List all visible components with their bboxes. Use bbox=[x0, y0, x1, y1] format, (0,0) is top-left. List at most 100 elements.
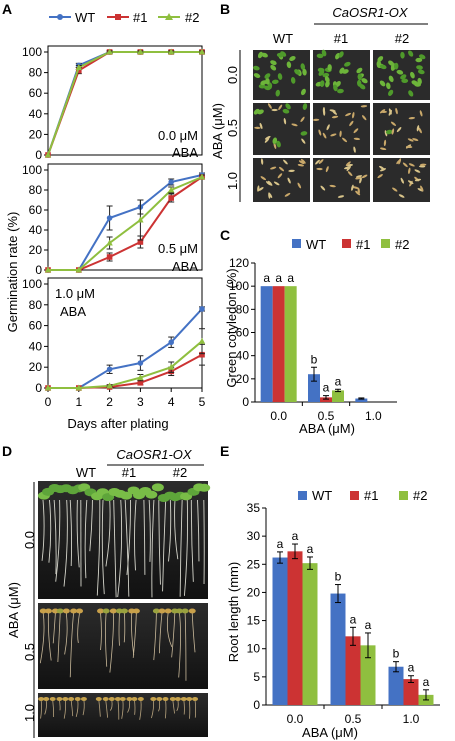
seedling bbox=[357, 73, 363, 81]
seedling bbox=[277, 173, 283, 179]
cotyledon bbox=[152, 608, 160, 614]
data-point-2 bbox=[198, 48, 206, 55]
cotyledon bbox=[74, 697, 81, 701]
panel-A-cond0-line2: ABA bbox=[172, 145, 198, 160]
y-tick-label: 100 bbox=[22, 45, 42, 59]
seedling bbox=[335, 52, 341, 60]
seedling bbox=[400, 51, 405, 59]
seedling bbox=[390, 121, 397, 126]
y-tick-label: 5 bbox=[253, 670, 260, 684]
seedling bbox=[286, 61, 292, 69]
seedling bbox=[417, 69, 425, 75]
seedling bbox=[298, 160, 305, 165]
data-point-WT bbox=[168, 179, 174, 185]
seedling bbox=[342, 137, 348, 143]
cotyledon bbox=[119, 697, 126, 701]
data-point-2 bbox=[168, 363, 175, 370]
root bbox=[151, 699, 154, 719]
panel-B-row-axis-label: ABA (μM) bbox=[210, 103, 225, 159]
seedling bbox=[301, 138, 306, 144]
seedling bbox=[325, 166, 329, 173]
root bbox=[153, 612, 157, 661]
seedling bbox=[380, 110, 388, 113]
seedling bbox=[414, 169, 421, 173]
root bbox=[59, 699, 61, 711]
x-tick-label: 4 bbox=[168, 395, 175, 409]
cotyledon bbox=[80, 697, 87, 701]
panel-E-xlabel: ABA (μM) bbox=[302, 725, 358, 740]
panel-label-A: A bbox=[2, 1, 12, 17]
seedling bbox=[261, 52, 268, 58]
seedling bbox=[377, 174, 383, 179]
seedling bbox=[277, 73, 283, 80]
seedling-plate bbox=[313, 103, 370, 155]
root bbox=[179, 499, 183, 597]
seedling bbox=[273, 142, 277, 149]
seedling bbox=[312, 118, 320, 122]
y-tick-label: 80 bbox=[29, 66, 43, 80]
cotyledon bbox=[43, 697, 50, 701]
cotyledon bbox=[192, 697, 199, 701]
seedling bbox=[276, 52, 284, 58]
panel-D-row-1: 0.5 bbox=[22, 643, 37, 661]
cotyledon bbox=[51, 608, 59, 614]
seedling bbox=[257, 185, 260, 192]
seedling bbox=[270, 60, 277, 66]
x-tick-label: 2 bbox=[106, 395, 113, 409]
seedling bbox=[287, 177, 291, 184]
data-point-WT bbox=[106, 215, 113, 221]
root bbox=[134, 699, 136, 715]
x-tick-label: 0 bbox=[45, 395, 52, 409]
y-tick-label: 30 bbox=[247, 529, 261, 543]
data-point-2 bbox=[137, 48, 144, 55]
root bbox=[134, 499, 137, 571]
root bbox=[183, 699, 185, 715]
cotyledon bbox=[39, 608, 47, 614]
seedling bbox=[258, 84, 266, 89]
seedling bbox=[400, 177, 405, 184]
legend-label-2: #2 bbox=[185, 10, 199, 25]
seedling bbox=[353, 146, 356, 153]
seedling bbox=[285, 103, 291, 110]
plot-frame bbox=[47, 163, 203, 271]
seedling bbox=[346, 165, 351, 172]
bar-n2-0.0 bbox=[284, 286, 297, 402]
seedling bbox=[320, 80, 325, 87]
y-tick-label: 20 bbox=[29, 127, 43, 141]
significance-label: b bbox=[335, 570, 342, 584]
seedling bbox=[254, 126, 261, 129]
y-tick-label: 0 bbox=[35, 381, 42, 395]
y-tick-label: 80 bbox=[29, 183, 43, 197]
panel-C-legend: WT #1 #2 bbox=[292, 237, 409, 252]
seedling bbox=[391, 128, 395, 135]
y-tick-label: 20 bbox=[247, 585, 261, 599]
root bbox=[183, 499, 188, 596]
seedling bbox=[388, 75, 394, 83]
root bbox=[109, 699, 113, 711]
bar-n2-0.0 bbox=[302, 563, 318, 705]
bar-WT-0.0 bbox=[272, 557, 288, 705]
seedling bbox=[394, 62, 399, 70]
root bbox=[121, 699, 124, 719]
significance-label: a bbox=[287, 271, 294, 285]
cotyledon bbox=[108, 697, 115, 701]
root bbox=[77, 612, 80, 644]
root bbox=[89, 499, 93, 552]
seedling bbox=[383, 139, 387, 147]
panel-C-ylabel: Green cotyledon (%) bbox=[224, 268, 239, 387]
root bbox=[100, 612, 102, 651]
seedling bbox=[377, 56, 384, 62]
root bbox=[105, 612, 108, 667]
panel-label-E: E bbox=[220, 443, 229, 459]
cotyledon bbox=[181, 608, 189, 614]
significance-label: a bbox=[350, 612, 357, 626]
root bbox=[39, 612, 45, 664]
cotyledon bbox=[188, 608, 196, 614]
root bbox=[105, 699, 108, 718]
panel-A-cond0-line1: 0.0 μM bbox=[158, 128, 198, 143]
root bbox=[164, 699, 167, 719]
seedling bbox=[291, 123, 298, 127]
root bbox=[139, 699, 142, 720]
seedling bbox=[260, 80, 267, 86]
seedling bbox=[355, 190, 361, 196]
